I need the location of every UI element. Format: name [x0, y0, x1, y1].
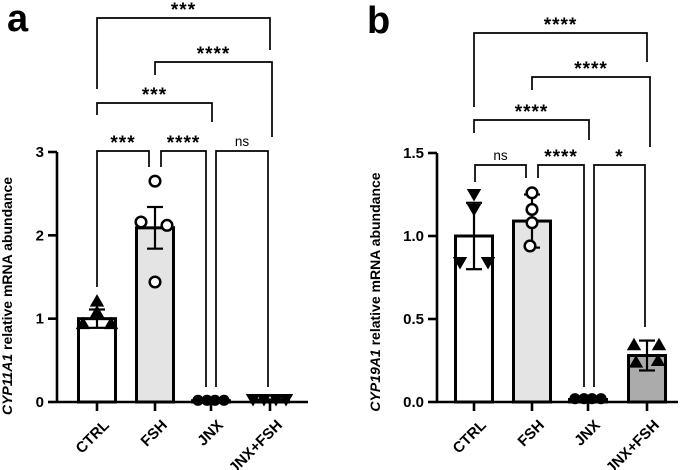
significance-label: *** — [171, 0, 196, 21]
x-tick-label: JNX+FSH — [603, 417, 663, 470]
significance-bracket — [160, 150, 207, 387]
significance-label: *** — [142, 85, 167, 106]
data-point-triangle-up — [650, 353, 666, 366]
significance-bracket — [96, 102, 213, 122]
y-tick-label: 2 — [36, 227, 44, 244]
data-point-triangle-down — [245, 394, 261, 407]
significance-bracket — [593, 164, 646, 387]
significance-label: ns — [235, 134, 250, 149]
data-point-triangle-up — [628, 355, 644, 368]
data-point-triangle-down — [480, 257, 496, 270]
data-point-circle-open — [134, 215, 148, 229]
y-tick-label: 1 — [36, 311, 44, 328]
panel-letter: a — [7, 0, 29, 40]
significance-label: **** — [544, 15, 578, 36]
significance-label: * — [615, 147, 623, 168]
significance-label: **** — [515, 102, 549, 123]
x-tick-label: JNX — [571, 417, 604, 450]
y-axis-title: CYP19A1 relative mRNA abundance — [367, 172, 383, 411]
significance-bracket — [531, 76, 651, 147]
panel-a-chart: a CYP11A1 relative mRNA abundance 0 1 2 3 CTRL… — [0, 0, 308, 470]
y-tick-label: 0.5 — [403, 311, 424, 328]
y-tick-label: 0 — [36, 394, 44, 411]
data-point-triangle-down — [256, 394, 272, 407]
data-point-triangle-down — [268, 394, 284, 407]
data-point-triangle-up — [651, 337, 667, 351]
significance-label: **** — [167, 133, 201, 154]
significance-bracket — [96, 17, 271, 89]
significance-label: *** — [110, 133, 135, 154]
data-point-circle-open — [148, 275, 162, 289]
significance-bracket — [473, 119, 590, 140]
significance-label: **** — [197, 44, 231, 65]
significance-bracket — [474, 164, 527, 182]
data-point-circle-filled — [586, 393, 598, 405]
x-tick-label: CTRL — [450, 417, 490, 457]
significance-bracket — [96, 150, 150, 287]
panel-b-chart: b CYP19A1 relative mRNA abundance 0.0 0.5 1.… — [367, 0, 678, 470]
data-point-circle-filled — [569, 393, 581, 405]
x-tick-label: FSH — [138, 417, 171, 450]
data-point-circle-open — [148, 174, 162, 188]
significance-bracket — [537, 164, 585, 387]
significance-bracket — [215, 150, 269, 387]
data-point-triangle-down — [452, 257, 468, 270]
y-tick-label: 1.0 — [403, 228, 424, 245]
data-point-circle-open — [160, 218, 174, 232]
data-point-circle-open — [525, 186, 539, 200]
data-point-circle-filled — [201, 394, 213, 406]
y-tick-label: 3 — [36, 144, 44, 161]
significance-label: **** — [574, 59, 608, 80]
significance-bracket — [154, 61, 273, 137]
bar-FSH — [135, 226, 175, 404]
data-point-triangle-up — [626, 337, 642, 351]
data-point-triangle-down — [466, 203, 482, 217]
data-point-circle-filled — [209, 394, 221, 406]
data-point-triangle-up — [75, 316, 91, 330]
data-point-triangle-down — [466, 189, 482, 202]
bar-CTRL — [77, 317, 117, 404]
x-tick-label: FSH — [515, 417, 548, 450]
data-point-circle-filled — [218, 394, 230, 406]
significance-label: ns — [493, 148, 508, 163]
x-tick-label: JNX+FSH — [226, 417, 286, 470]
y-tick-label: 1.5 — [403, 145, 424, 162]
data-point-circle-open — [523, 239, 537, 253]
data-point-triangle-down — [278, 394, 294, 407]
data-point-circle-open — [525, 216, 539, 230]
data-point-triangle-up — [103, 316, 119, 330]
data-point-circle-filled — [192, 394, 204, 406]
y-axis-title: CYP11A1 relative mRNA abundance — [0, 177, 15, 415]
x-tick-label: CTRL — [73, 417, 113, 457]
significance-label: **** — [544, 147, 578, 168]
significance-bracket — [473, 32, 648, 107]
x-tick-label: JNX — [194, 417, 227, 450]
data-point-triangle-up — [89, 294, 105, 307]
data-point-triangle-up — [89, 305, 105, 318]
y-tick-label: 0.0 — [403, 394, 424, 411]
data-point-circle-filled — [578, 393, 590, 405]
data-point-circle-open — [525, 202, 539, 216]
data-point-circle-filled — [595, 393, 607, 405]
panel-letter: b — [367, 0, 390, 42]
